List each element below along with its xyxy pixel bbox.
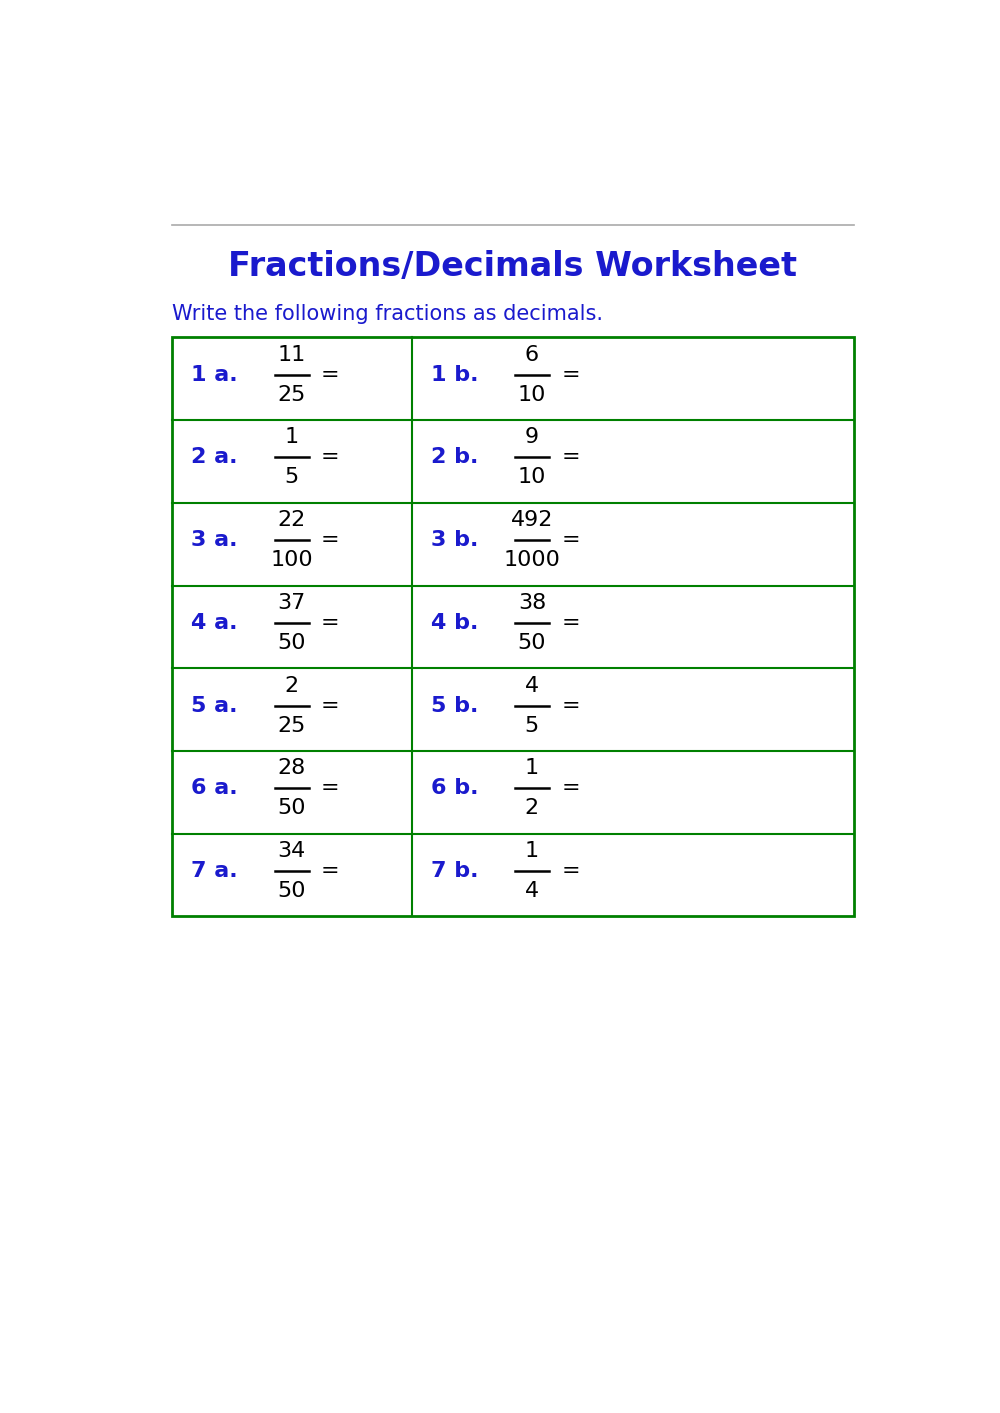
Text: 6: 6 <box>525 345 539 365</box>
Text: Fractions/Decimals Worksheet: Fractions/Decimals Worksheet <box>228 250 797 284</box>
Text: 38: 38 <box>518 593 546 613</box>
Text: 37: 37 <box>278 593 306 613</box>
Text: 50: 50 <box>277 633 306 653</box>
Text: 50: 50 <box>518 633 546 653</box>
Text: 25: 25 <box>277 715 306 736</box>
Text: 4: 4 <box>525 880 539 901</box>
Text: 4 b.: 4 b. <box>431 613 479 633</box>
Text: =: = <box>321 530 340 550</box>
Text: 1: 1 <box>525 759 539 779</box>
Text: 1 a.: 1 a. <box>191 365 238 384</box>
Text: =: = <box>561 365 580 384</box>
Text: 2: 2 <box>525 798 539 818</box>
Text: 10: 10 <box>518 384 546 404</box>
Text: 28: 28 <box>278 759 306 779</box>
Text: 1: 1 <box>285 427 299 448</box>
Text: 5 b.: 5 b. <box>431 695 479 715</box>
Text: 4: 4 <box>525 675 539 695</box>
Bar <box>172 338 854 917</box>
Text: 50: 50 <box>277 880 306 901</box>
Text: 1: 1 <box>525 841 539 861</box>
Text: =: = <box>561 530 580 550</box>
Text: =: = <box>321 448 340 468</box>
Text: 1 b.: 1 b. <box>431 365 479 384</box>
Text: 2: 2 <box>285 675 299 695</box>
Text: 10: 10 <box>518 468 546 487</box>
Text: =: = <box>561 779 580 798</box>
Text: Write the following fractions as decimals.: Write the following fractions as decimal… <box>172 304 602 325</box>
Text: =: = <box>321 779 340 798</box>
Text: 22: 22 <box>278 510 306 530</box>
Text: 7 b.: 7 b. <box>431 861 479 880</box>
Text: 5: 5 <box>285 468 299 487</box>
Text: 3 a.: 3 a. <box>191 530 237 550</box>
Text: 4 a.: 4 a. <box>191 613 237 633</box>
Text: 25: 25 <box>277 384 306 404</box>
Text: =: = <box>321 613 340 633</box>
Text: 5: 5 <box>525 715 539 736</box>
Text: =: = <box>561 695 580 715</box>
Text: 6 a.: 6 a. <box>191 779 238 798</box>
Text: 5 a.: 5 a. <box>191 695 237 715</box>
Text: 2 a.: 2 a. <box>191 448 237 468</box>
Text: 492: 492 <box>511 510 553 530</box>
Text: =: = <box>561 613 580 633</box>
Text: =: = <box>561 448 580 468</box>
Text: 50: 50 <box>277 798 306 818</box>
Text: 100: 100 <box>270 550 313 569</box>
Text: 11: 11 <box>278 345 306 365</box>
Text: 3 b.: 3 b. <box>431 530 479 550</box>
Text: 1000: 1000 <box>503 550 560 569</box>
Text: 6 b.: 6 b. <box>431 779 479 798</box>
Text: 9: 9 <box>525 427 539 448</box>
Text: 7 a.: 7 a. <box>191 861 238 880</box>
Text: =: = <box>321 365 340 384</box>
Text: =: = <box>321 861 340 880</box>
Text: =: = <box>561 861 580 880</box>
Text: 34: 34 <box>278 841 306 861</box>
Text: 2 b.: 2 b. <box>431 448 479 468</box>
Text: =: = <box>321 695 340 715</box>
